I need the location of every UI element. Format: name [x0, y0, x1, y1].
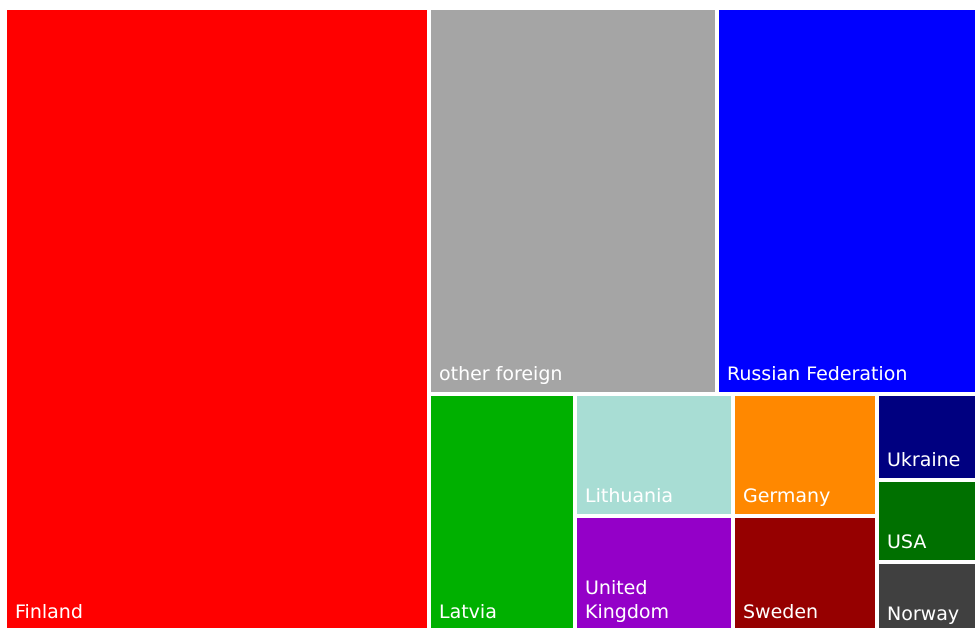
treemap-label-norway: Norway: [887, 603, 960, 625]
treemap-cell-latvia: Latvia: [431, 396, 573, 628]
treemap-label-united-kingdom: United Kingdom: [585, 577, 670, 623]
treemap-label-sweden: Sweden: [743, 601, 819, 623]
treemap-label-latvia: Latvia: [439, 601, 497, 623]
treemap-label-germany: Germany: [743, 485, 831, 507]
treemap-label-lithuania: Lithuania: [585, 485, 674, 507]
treemap-label-russian-federation: Russian Federation: [727, 363, 908, 385]
treemap-cell-germany: Germany: [735, 396, 875, 514]
treemap-label-ukraine: Ukraine: [887, 449, 961, 471]
treemap-cell-ukraine: Ukraine: [879, 396, 975, 478]
treemap-cell-other-foreign: other foreign: [431, 10, 715, 392]
treemap-label-usa: USA: [887, 531, 927, 553]
treemap-cell-norway: Norway: [879, 564, 975, 628]
treemap-cell-usa: USA: [879, 482, 975, 560]
treemap-label-other-foreign: other foreign: [439, 363, 563, 385]
treemap-cell-russian-federation: Russian Federation: [719, 10, 975, 392]
treemap-cell-lithuania: Lithuania: [577, 396, 731, 514]
treemap-cell-sweden: Sweden: [735, 518, 875, 628]
treemap-cell-finland: Finland: [7, 10, 427, 628]
treemap-label-finland: Finland: [15, 601, 83, 623]
treemap-cell-united-kingdom: United Kingdom: [577, 518, 731, 628]
